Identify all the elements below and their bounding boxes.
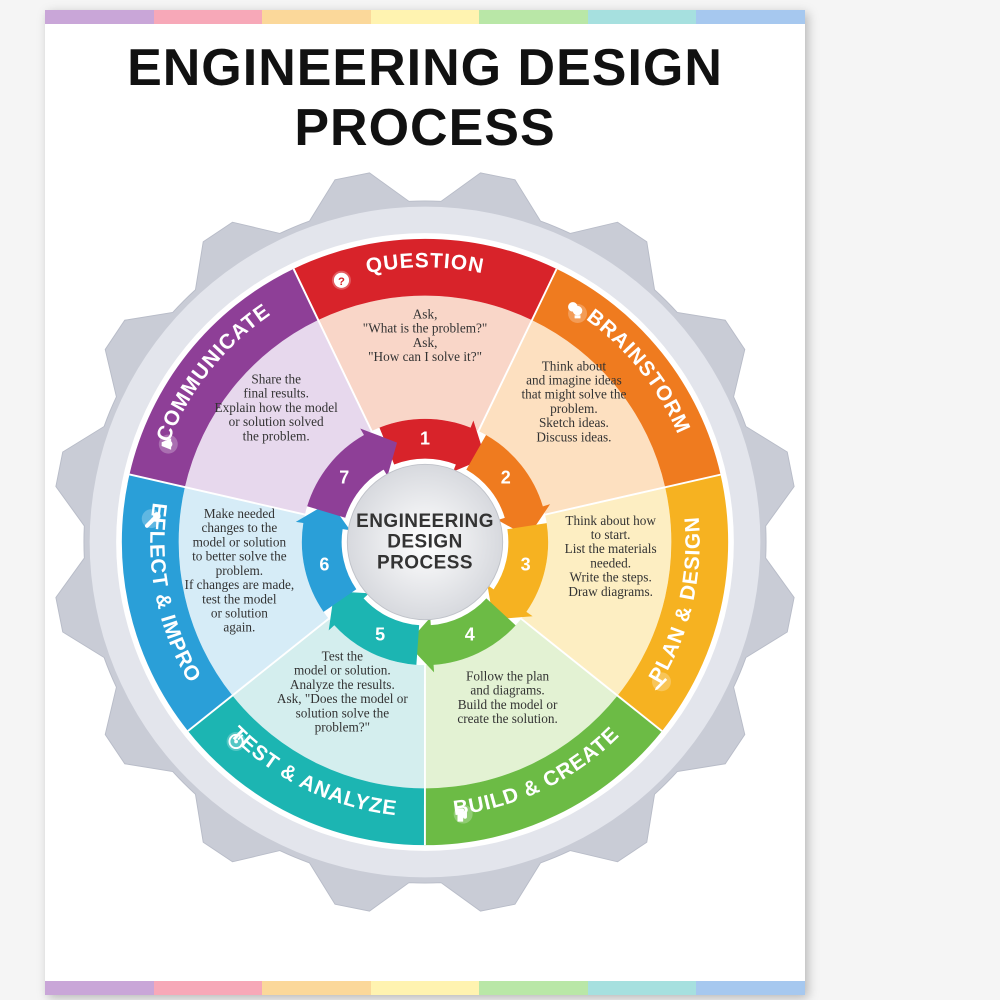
top-stripe: [45, 10, 805, 24]
poster: ENGINEERING DESIGN PROCESS QUESTION?Ask,…: [45, 10, 805, 995]
puzzle-icon: [454, 804, 473, 823]
diagram-svg: QUESTION?Ask,"What is the problem?"Ask,"…: [65, 182, 785, 902]
wrench-icon: [142, 509, 161, 528]
segment-desc-3: Think about howto start.List the materia…: [565, 513, 657, 599]
step-number-6: 6: [319, 555, 329, 575]
main-title: ENGINEERING DESIGN PROCESS: [45, 38, 805, 158]
diagram-stage: QUESTION?Ask,"What is the problem?"Ask,"…: [65, 182, 785, 902]
svg-text:?: ?: [338, 276, 345, 288]
megaphone-icon: [159, 435, 178, 454]
step-number-1: 1: [420, 428, 430, 448]
question-icon: ?: [332, 271, 351, 290]
step-number-7: 7: [339, 467, 349, 487]
target-icon: [227, 732, 246, 751]
bottom-stripe: [45, 981, 805, 995]
step-number-5: 5: [375, 625, 385, 645]
step-number-3: 3: [521, 555, 531, 575]
step-number-4: 4: [465, 625, 475, 645]
pencil-icon: [652, 672, 671, 691]
step-number-2: 2: [501, 467, 511, 487]
segment-desc-4: Follow the planand diagrams.Build the mo…: [457, 668, 558, 726]
